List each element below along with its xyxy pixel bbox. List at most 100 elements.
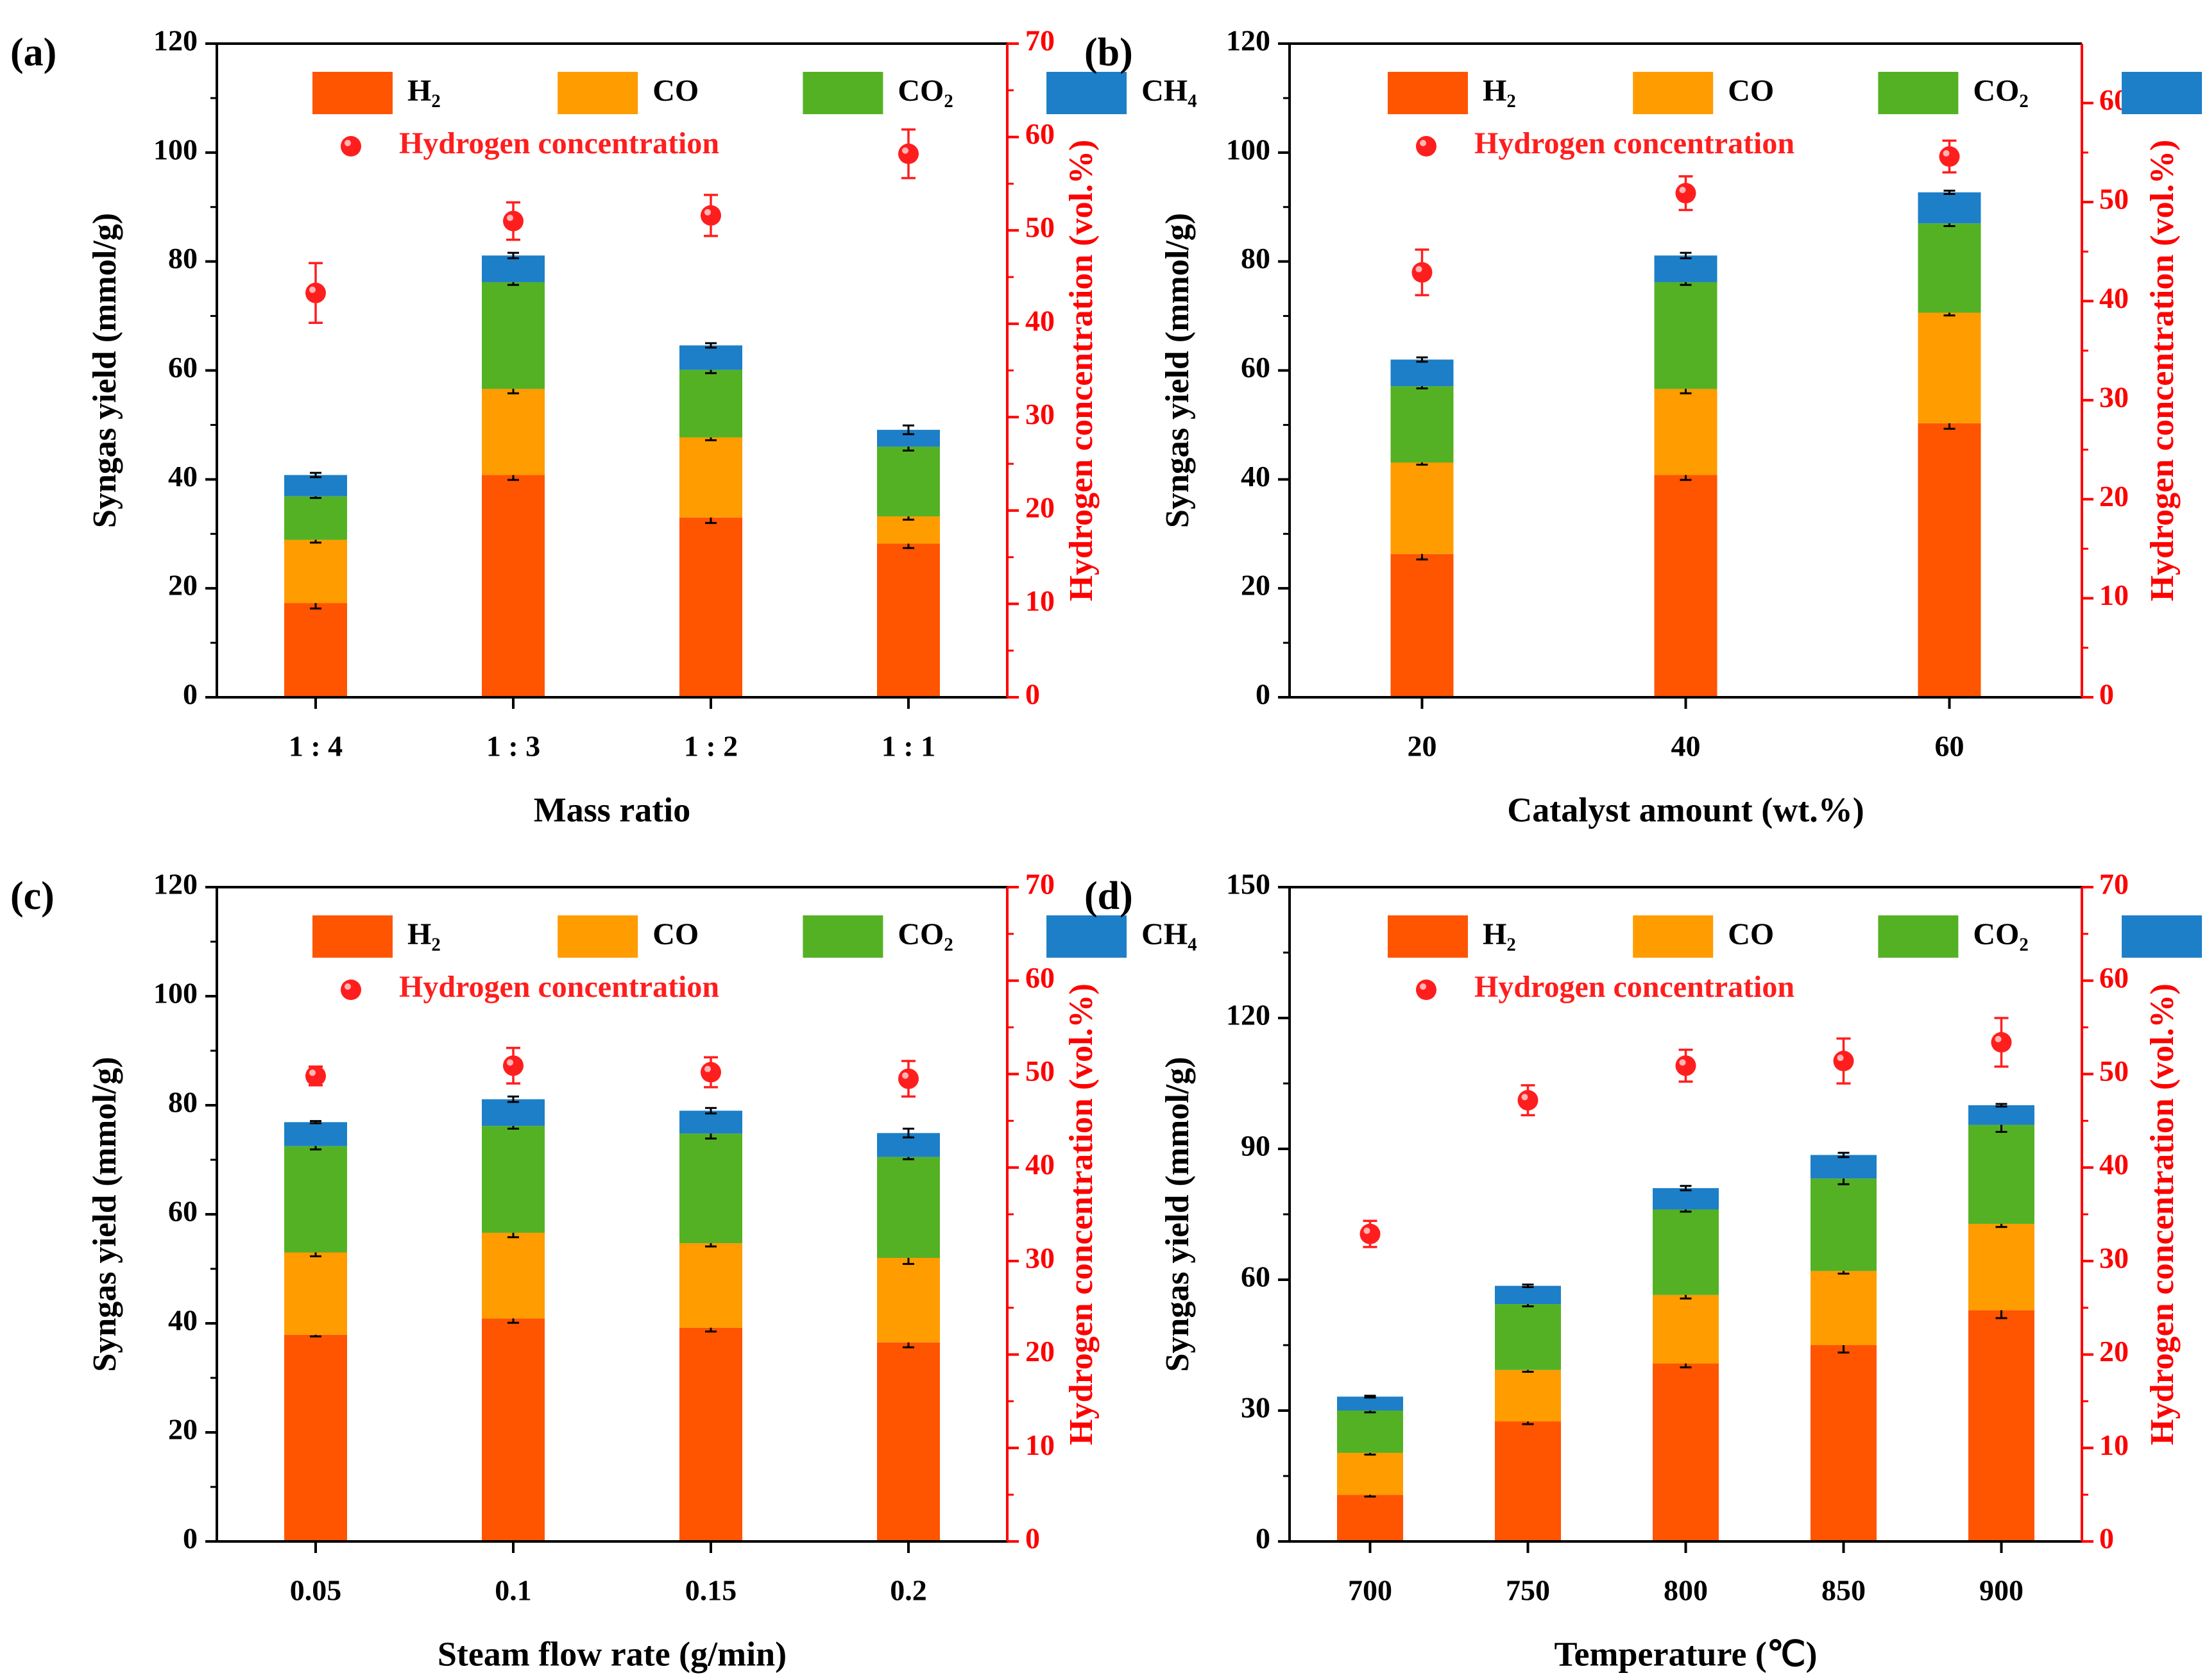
y2-tick-label: 20: [2099, 480, 2129, 513]
bar-co2: [482, 1126, 545, 1233]
bar-co2: [877, 1157, 940, 1258]
bar-co: [679, 437, 742, 518]
bar-h2: [284, 1334, 347, 1541]
bar-h2: [1653, 1363, 1719, 1541]
x-tick-label: 1 : 2: [684, 730, 738, 763]
hydrogen-point: [305, 282, 326, 303]
y2-tick-label: 60: [2099, 961, 2129, 994]
y-tick-label: 0: [1256, 678, 1270, 711]
legend-swatch-co: [1633, 72, 1714, 114]
x-tick-label: 0.05: [290, 1574, 342, 1607]
x-tick-label: 850: [1821, 1574, 1866, 1607]
legend-swatch-ch4: [1046, 72, 1127, 114]
x-tick-label: 800: [1664, 1574, 1708, 1607]
legend-marker-highlight: [1420, 983, 1426, 990]
x-tick-label: 700: [1348, 1574, 1392, 1607]
error-bar-ch4: [903, 1128, 914, 1139]
x-tick-label: 60: [1935, 730, 1964, 763]
y2-tick-label: 70: [1025, 868, 1055, 901]
hydrogen-point-highlight: [1415, 266, 1422, 273]
y-tick-label: 0: [1256, 1522, 1270, 1555]
legend-swatch-co: [558, 72, 638, 114]
y-tick-label: 20: [168, 569, 198, 602]
hydrogen-point-highlight: [1363, 1227, 1370, 1234]
error-bar-ch4: [903, 424, 914, 436]
y2-tick-label: 10: [2099, 1429, 2129, 1461]
bar-h2: [877, 543, 940, 697]
bar-h2: [1918, 423, 1981, 697]
y-tick-label: 120: [1226, 24, 1270, 57]
bar-h2: [1390, 554, 1454, 697]
legend-swatch-co2: [1878, 72, 1959, 114]
y-tick-label: 120: [153, 868, 198, 901]
legend-marker-highlight: [1420, 140, 1426, 146]
y2-axis-title: Hydrogen concentration (vol.%): [1063, 983, 1100, 1445]
bar-h2: [1811, 1345, 1877, 1541]
bar-co2: [1653, 1209, 1719, 1295]
y-axis-title: Syngas yield (mmol/g): [87, 1056, 123, 1371]
bar-co: [1811, 1271, 1877, 1345]
bar-ch4: [679, 1110, 742, 1134]
x-tick-label: 0.15: [685, 1574, 737, 1607]
hydrogen-point-highlight: [1679, 1059, 1686, 1066]
legend-label-co2: CO₂: [898, 917, 953, 951]
hydrogen-point-highlight: [704, 208, 711, 216]
bar-co2: [1654, 282, 1717, 389]
error-bar-ch4: [1522, 1283, 1534, 1289]
bar-h2: [482, 1318, 545, 1541]
bar-ch4: [1337, 1396, 1403, 1411]
panel-label: (b): [1084, 31, 1133, 74]
legend-label-hydrogen: Hydrogen concentration: [399, 970, 719, 1004]
bar-co2: [1495, 1304, 1561, 1370]
hydrogen-point: [898, 143, 919, 164]
bar-h2: [1495, 1421, 1561, 1541]
y2-tick-label: 40: [1025, 1148, 1055, 1181]
legend-marker-hydrogen: [341, 136, 361, 157]
legend-swatch-ch4: [1046, 915, 1127, 958]
legend-swatch-co2: [1878, 915, 1959, 958]
x-tick-label: 40: [1671, 730, 1701, 763]
x-tick-label: 1 : 4: [289, 730, 343, 763]
bar-ch4: [1495, 1285, 1561, 1305]
y-tick-label: 60: [168, 1195, 198, 1228]
y2-tick-label: 10: [1025, 1429, 1055, 1461]
legend-label-ch4: CH₄: [1141, 917, 1197, 951]
legend-label-hydrogen: Hydrogen concentration: [399, 126, 719, 160]
legend-label-h2: H₂: [1483, 74, 1516, 108]
y-tick-label: 0: [183, 678, 198, 711]
hydrogen-point-highlight: [1943, 150, 1950, 157]
panel-label: (d): [1084, 874, 1133, 918]
hydrogen-point: [1675, 1055, 1696, 1076]
y-tick-label: 40: [1241, 460, 1270, 493]
panel-d: (d) 0 30 60 90 120 150 0 10 20 30 40 50 60 70 700 750 800…: [1084, 868, 2203, 1673]
legend-marker-highlight: [345, 140, 351, 146]
error-bar-ch4: [1680, 1185, 1692, 1192]
legend-swatch-ch4: [2122, 72, 2203, 114]
hydrogen-point: [1939, 146, 1960, 167]
legend-label-co: CO: [1728, 917, 1774, 951]
y2-tick-label: 30: [1025, 1241, 1055, 1274]
y-axis-title: Syngas yield (mmol/g): [87, 213, 123, 528]
legend-marker-highlight: [345, 983, 351, 990]
hydrogen-point: [1991, 1031, 2012, 1053]
legend-swatch-h2: [312, 915, 393, 958]
y-tick-label: 150: [1226, 868, 1270, 901]
error-bar-ch4: [705, 342, 717, 349]
error-bar-ch4: [1416, 356, 1428, 363]
legend-swatch-co: [1633, 915, 1714, 958]
bar-co: [1654, 389, 1717, 475]
y-tick-label: 120: [1226, 999, 1270, 1031]
y2-axis-title: Hydrogen concentration (vol.%): [2144, 983, 2181, 1445]
bar-h2: [679, 517, 742, 697]
hydrogen-point-highlight: [507, 1059, 513, 1066]
y-tick-label: 80: [1241, 242, 1270, 275]
bar-ch4: [284, 1122, 347, 1146]
y-tick-label: 100: [153, 133, 198, 165]
y2-tick-label: 10: [1025, 584, 1055, 617]
y2-tick-label: 0: [1025, 1522, 1040, 1555]
y2-axis-title: Hydrogen concentration (vol.%): [2144, 140, 2181, 602]
y2-tick-label: 0: [2099, 1522, 2114, 1555]
hydrogen-point: [1833, 1051, 1854, 1072]
